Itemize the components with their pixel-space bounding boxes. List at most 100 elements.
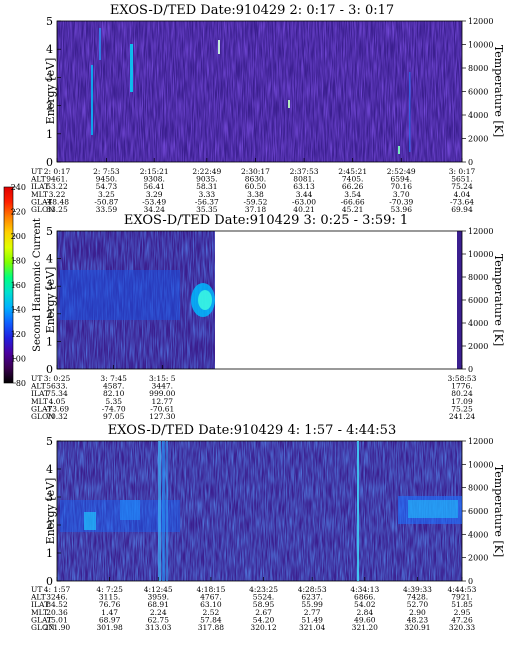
orbit-table-cell: -73.64 — [450, 197, 474, 206]
y-axis-label: Energy [eV] — [44, 267, 57, 334]
orbit-table-row-label: GLON — [31, 412, 55, 421]
y-tick-label: 2 — [46, 308, 53, 321]
orbit-table-cell: 5524. — [253, 593, 274, 602]
orbit-table-cell: 4:44:53 — [448, 585, 477, 594]
spectrogram-streak — [218, 40, 220, 54]
orbit-table-cell: -70.61 — [150, 404, 174, 413]
orbit-table-cell: -73.69 — [45, 404, 69, 413]
y2-tick-label: 4000 — [468, 530, 488, 539]
orbit-table-cell: 2:52:49 — [387, 167, 416, 176]
colorbar-label: Second Harmonic Current — [32, 218, 43, 352]
orbit-table-cell: 75.24 — [451, 182, 473, 191]
orbit-table-cell: -74.70 — [102, 404, 126, 413]
colorbar-tick-label: 120 — [11, 330, 26, 339]
orbit-table-cell: 1.47 — [101, 608, 118, 617]
orbit-table-cell: 33.59 — [96, 205, 118, 214]
orbit-table-cell: 2.84 — [356, 608, 373, 617]
orbit-table-cell: 4:12:45 — [144, 585, 173, 594]
spectrogram-streak — [166, 441, 168, 581]
colorbar-tick-label: 180 — [11, 257, 26, 266]
y2-tick-label: 8000 — [468, 484, 488, 493]
orbit-table-cell: 3447. — [152, 382, 173, 391]
orbit-table-cell: 9035. — [196, 175, 217, 184]
orbit-table-cell: 80.24 — [451, 389, 473, 398]
y2-tick-label: 0 — [468, 577, 473, 586]
orbit-table-cell: 320.33 — [449, 623, 475, 632]
orbit-table-cell: -50.87 — [94, 197, 118, 206]
orbit-table-cell: 17.09 — [451, 397, 473, 406]
orbit-table-cell: 8081. — [293, 175, 314, 184]
orbit-table-cell: 9461. — [46, 175, 67, 184]
orbit-table-cell: 7921. — [451, 593, 472, 602]
colorbar-tick-label: 100 — [11, 355, 26, 364]
orbit-table-cell: 33.25 — [46, 205, 68, 214]
orbit-table-cell: 37.18 — [245, 205, 267, 214]
spectrogram-noise — [57, 21, 462, 162]
orbit-table-cell: -59.52 — [243, 197, 267, 206]
spectrogram-edge-strip — [457, 231, 462, 369]
orbit-table-cell: 2:30:17 — [241, 167, 270, 176]
orbit-table-row-label: MLT — [31, 397, 48, 406]
orbit-table-cell: 3959. — [148, 593, 169, 602]
orbit-table-cell: 4:18:15 — [196, 585, 225, 594]
orbit-table-cell: 3.44 — [296, 190, 313, 199]
orbit-table-cell: 4:39:33 — [403, 585, 432, 594]
orbit-table-cell: 3.33 — [198, 190, 215, 199]
orbit-table-cell: 3:15: 5 — [149, 374, 176, 383]
orbit-table-cell: 75.34 — [46, 389, 68, 398]
orbit-table-cell: 58.31 — [196, 182, 217, 191]
orbit-table-cell: 45.21 — [342, 205, 363, 214]
spectrogram-streak — [130, 44, 133, 92]
orbit-table-row-label: GLAT — [31, 404, 52, 413]
orbit-table-cell: 3246. — [46, 593, 67, 602]
y-axis-label: Energy [eV] — [44, 58, 57, 125]
orbit-table-cell: 3115. — [99, 593, 120, 602]
orbit-table-cell: 57.84 — [200, 615, 222, 624]
orbit-table-cell: -63.00 — [292, 197, 316, 206]
orbit-table-cell: 69.94 — [451, 205, 473, 214]
orbit-table-cell: 4:28:53 — [298, 585, 327, 594]
orbit-table-cell: 3: 0:17 — [449, 167, 476, 176]
orbit-table-cell: 51.85 — [451, 600, 473, 609]
colorbar-tick-label: 240 — [11, 183, 26, 192]
orbit-table-cell: 5651. — [451, 175, 472, 184]
orbit-table-cell: 54.02 — [354, 600, 376, 609]
orbit-table-row-label: MLT — [31, 608, 48, 617]
orbit-table-cell: 6594. — [391, 175, 412, 184]
panel-title: EXOS-D/TED Date:910429 3: 0:25 - 3:59: 1 — [124, 213, 408, 228]
orbit-table-row-label: ILAT — [31, 389, 49, 398]
orbit-table-cell: 5.35 — [105, 397, 122, 406]
orbit-table-cell: 313.03 — [145, 623, 171, 632]
y2-tick-label: 2000 — [468, 342, 488, 351]
orbit-table-cell: 4587. — [103, 382, 124, 391]
orbit-table-cell: 20.36 — [46, 608, 68, 617]
orbit-table-cell: 70.16 — [391, 182, 413, 191]
spectrogram-streak — [158, 441, 161, 581]
y-axis-label: Energy [eV] — [44, 478, 57, 545]
orbit-table-cell: 2.24 — [150, 608, 167, 617]
orbit-table-cell: 2: 7:53 — [93, 167, 120, 176]
orbit-table-cell: 62.75 — [148, 615, 170, 624]
orbit-table-cell: 3: 0:25 — [44, 374, 71, 383]
orbit-table-row-label: GLON — [31, 623, 55, 632]
orbit-table-cell: 321.20 — [352, 623, 378, 632]
y-tick-label: 1 — [46, 335, 53, 348]
spectrogram-streak — [288, 100, 290, 108]
orbit-table-cell: 271.90 — [44, 623, 70, 632]
orbit-table-cell: 4.04 — [454, 190, 471, 199]
colorbar-tick-label: 140 — [11, 306, 26, 315]
orbit-table-cell: 52.70 — [407, 600, 429, 609]
y-tick-label: 0 — [46, 575, 53, 588]
spectral-features — [60, 28, 462, 581]
orbit-table-cell: 76.76 — [99, 600, 121, 609]
orbit-table-cell: 49.60 — [354, 615, 376, 624]
orbit-table-row-label: UT — [31, 167, 42, 176]
orbit-table-row-label: UT — [31, 585, 42, 594]
y2-tick-label: 10000 — [468, 460, 493, 469]
orbit-table-cell: 321.04 — [299, 623, 325, 632]
y-tick-label: 0 — [46, 363, 53, 376]
colorbar-tick-label: 220 — [11, 208, 26, 217]
panel-1: EXOS-D/TED Date:910429 2: 0:17 - 3: 0:17… — [44, 3, 505, 163]
